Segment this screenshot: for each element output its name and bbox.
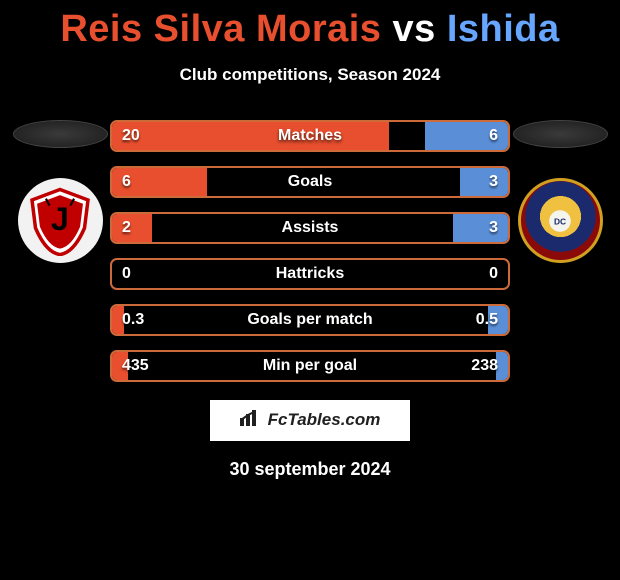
date-text: 30 september 2024 xyxy=(0,459,620,480)
svg-text:DC: DC xyxy=(554,216,566,226)
comparison-title: Reis Silva Morais vs Ishida xyxy=(0,0,620,51)
stat-row: 23Assists xyxy=(110,212,510,244)
stat-label: Hattricks xyxy=(112,265,508,283)
player2-photo-placeholder xyxy=(513,120,608,148)
player1-name: Reis Silva Morais xyxy=(60,8,381,50)
chart-icon xyxy=(240,410,262,431)
player2-name: Ishida xyxy=(447,8,560,50)
player1-club-badge: J xyxy=(18,178,103,263)
stat-label: Goals xyxy=(112,173,508,191)
stat-row: 435238Min per goal xyxy=(110,350,510,382)
stat-label: Min per goal xyxy=(112,357,508,375)
player1-club-block: J xyxy=(10,120,110,263)
subtitle: Club competitions, Season 2024 xyxy=(0,65,620,85)
stat-label: Assists xyxy=(112,219,508,237)
stat-row: 00Hattricks xyxy=(110,258,510,290)
player1-photo-placeholder xyxy=(13,120,108,148)
crest-icon: DC xyxy=(530,191,590,251)
stats-panel: 206Matches 63Goals 23Assists 00Hattricks 0.3… xyxy=(110,120,510,396)
stat-row: 0.30.5Goals per match xyxy=(110,304,510,336)
brand-text: FcTables.com xyxy=(268,410,381,429)
stat-label: Matches xyxy=(112,127,508,145)
vs-separator: vs xyxy=(393,8,436,50)
stat-row: 63Goals xyxy=(110,166,510,198)
player2-club-block: DC xyxy=(510,120,610,263)
player2-club-badge: DC xyxy=(518,178,603,263)
shield-icon: J xyxy=(25,186,95,256)
stat-row: 206Matches xyxy=(110,120,510,152)
brand-badge: FcTables.com xyxy=(210,400,410,441)
svg-text:J: J xyxy=(51,201,69,237)
stat-label: Goals per match xyxy=(112,311,508,329)
